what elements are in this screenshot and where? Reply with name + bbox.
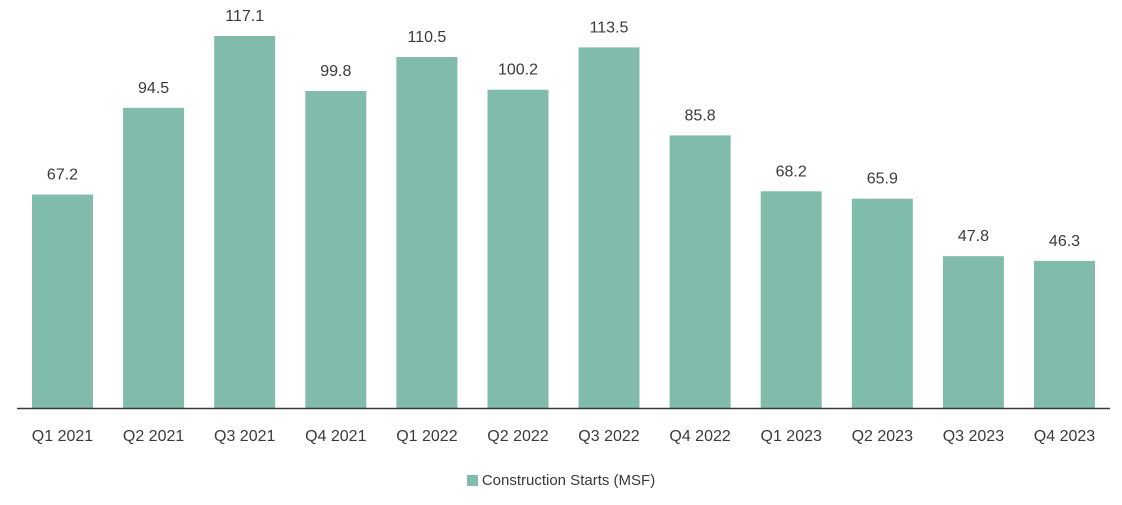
value-label: 110.5 [407,29,446,46]
value-label: 46.3 [1049,233,1080,250]
x-tick-label: Q4 2021 [305,428,366,445]
value-label: 94.5 [138,80,169,97]
bar-q4-2022 [669,135,731,408]
legend: Construction Starts (MSF) [0,472,1122,489]
value-label: 68.2 [776,163,807,180]
bar-q2-2021 [123,107,185,409]
x-tick-label: Q4 2023 [1034,428,1095,445]
bar-q4-2021 [305,91,367,408]
bar-q2-2023 [851,198,913,408]
x-tick-label: Q4 2022 [669,428,730,445]
value-label: 67.2 [47,167,78,184]
bar-q3-2023 [942,256,1004,408]
value-label: 47.8 [958,228,989,245]
x-tick-label: Q1 2022 [396,428,457,445]
x-tick-label: Q1 2023 [761,428,822,445]
value-label: 100.2 [498,62,538,79]
bar-q3-2021 [214,36,276,408]
bar-q1-2022 [396,57,458,408]
value-label: 99.8 [320,63,351,80]
x-tick-label: Q3 2023 [943,428,1004,445]
bar-q1-2023 [760,191,822,408]
value-label: 85.8 [685,107,716,124]
legend-label: Construction Starts (MSF) [481,472,656,489]
bar-q2-2022 [487,89,549,408]
x-tick-label: Q2 2023 [852,428,913,445]
x-tick-label: Q1 2021 [32,428,93,445]
legend-swatch [466,475,478,486]
bar-q4-2023 [1034,260,1095,408]
x-tick-label: Q2 2021 [123,428,184,445]
x-tick-label: Q3 2022 [578,428,639,445]
x-tick-label: Q2 2022 [487,428,548,445]
x-tick-label: Q3 2021 [214,428,275,445]
value-label: 117.1 [225,8,264,25]
value-label: 65.9 [867,171,898,188]
bar-q3-2022 [578,47,640,409]
value-label: 113.5 [590,19,629,36]
bar-q1-2021 [32,194,93,408]
